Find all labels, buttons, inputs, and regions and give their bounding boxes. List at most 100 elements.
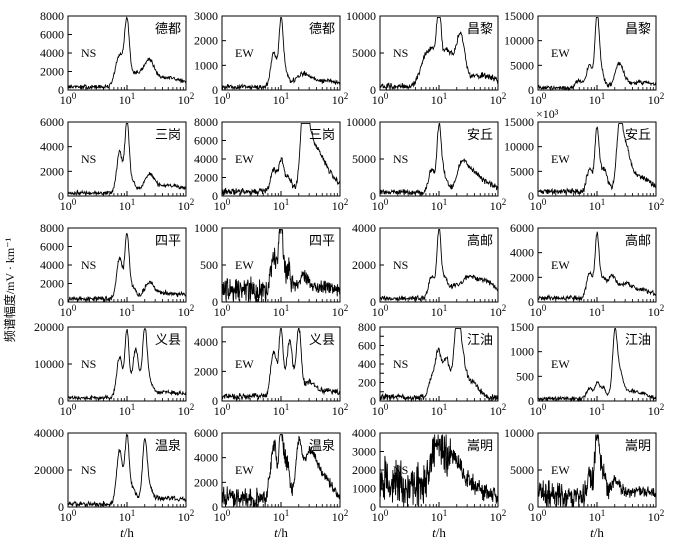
x-tick-label: 102 [178,303,195,319]
x-tick-exponent: 2 [190,303,195,313]
x-tick-exponent: 1 [601,508,606,518]
station-name: 德都 [155,21,181,36]
y-tick-label: 2000 [40,164,64,178]
y-tick-label: 6000 [40,240,64,254]
x-axis-var: t [274,525,278,540]
x-tick-label: 102 [490,197,507,213]
x-tick-label: 101 [589,303,606,319]
component-label: NS [393,152,408,166]
x-tick-exponent: 0 [384,91,389,101]
x-tick-exponent: 1 [285,197,290,207]
x-tick-exponent: 0 [226,508,231,518]
x-tick-label: 102 [490,303,507,319]
x-tick-label: 101 [431,508,448,524]
station-name: 义县 [309,332,335,347]
x-tick-exponent: 0 [226,91,231,101]
x-tick-label: 100 [372,197,389,213]
component-label: EW [235,258,254,272]
x-tick-exponent: 0 [72,303,77,313]
x-tick-label: 100 [372,91,389,107]
x-tick-label: 100 [60,91,77,107]
y-tick-label: 0 [212,394,218,408]
y-tick-label: 500 [516,369,534,383]
component-label: EW [235,152,254,166]
x-tick-exponent: 0 [226,197,231,207]
y-tick-label: 0 [58,394,64,408]
x-tick-exponent: 1 [131,402,136,412]
x-tick-exponent: 1 [285,508,290,518]
spectrum-series-line [67,327,187,402]
x-tick-label: 102 [648,508,665,524]
station-name: 江油 [625,332,651,347]
y-tick-label: 6000 [194,134,218,148]
station-name: 昌黎 [467,21,493,36]
x-tick-exponent: 1 [285,91,290,101]
x-tick-label: 102 [178,402,195,418]
x-tick-exponent: 2 [660,508,665,518]
spectrum-series-line [221,17,341,91]
y-tick-label: 0 [370,500,376,514]
x-tick-label: 102 [178,508,195,524]
x-tick-label: 100 [530,303,547,319]
component-label: EW [235,46,254,60]
spectrum-series-line [67,16,187,91]
spectrum-series-line [67,433,187,509]
x-tick-exponent: 2 [660,402,665,412]
x-axis-unit: /h [436,525,447,540]
x-tick-exponent: 1 [601,402,606,412]
x-tick-label: 102 [332,402,349,418]
component-label: EW [551,152,570,166]
x-tick-label: 102 [648,91,665,107]
component-label: NS [81,357,96,371]
x-tick-exponent: 2 [502,303,507,313]
x-tick-label: 102 [332,303,349,319]
station-name: 昌黎 [625,21,651,36]
y-tick-label: 3000 [194,9,218,23]
x-tick-label: 102 [490,508,507,524]
x-tick-label: 101 [589,402,606,418]
x-tick-label: 100 [214,303,231,319]
x-tick-label: 102 [648,402,665,418]
station-name: 嵩明 [467,438,493,453]
component-label: NS [81,152,96,166]
x-tick-label: 101 [589,508,606,524]
y-tick-label: 0 [528,295,534,309]
x-tick-exponent: 2 [660,91,665,101]
y-tick-label: 5000 [510,463,534,477]
spectrum-series-line [537,231,657,302]
x-tick-label: 102 [490,91,507,107]
y-tick-label: 10000 [504,140,534,154]
station-name: 高邮 [625,233,651,248]
x-tick-exponent: 0 [72,508,77,518]
x-tick-exponent: 2 [344,303,349,313]
x-axis-label: t/h [274,525,288,540]
x-tick-label: 102 [178,91,195,107]
x-tick-label: 101 [119,508,136,524]
y-tick-label: 5000 [510,164,534,178]
x-tick-label: 101 [119,91,136,107]
y-tick-label: 400 [358,357,376,371]
spectrum-series-line [379,17,499,92]
spectrum-series-line [67,232,187,303]
station-name: 温泉 [155,438,181,453]
x-axis-unit: /h [278,525,289,540]
y-tick-label: 0 [58,189,64,203]
component-label: EW [551,463,570,477]
x-tick-label: 101 [431,197,448,213]
y-tick-label: 1000 [194,221,218,235]
x-tick-exponent: 2 [502,91,507,101]
x-tick-exponent: 0 [226,402,231,412]
x-tick-exponent: 2 [502,508,507,518]
y-tick-label: 0 [58,295,64,309]
x-tick-exponent: 0 [384,197,389,207]
y-tick-label: 0 [528,500,534,514]
y-tick-label: 6000 [194,426,218,440]
x-tick-label: 100 [372,303,389,319]
x-tick-exponent: 1 [285,303,290,313]
